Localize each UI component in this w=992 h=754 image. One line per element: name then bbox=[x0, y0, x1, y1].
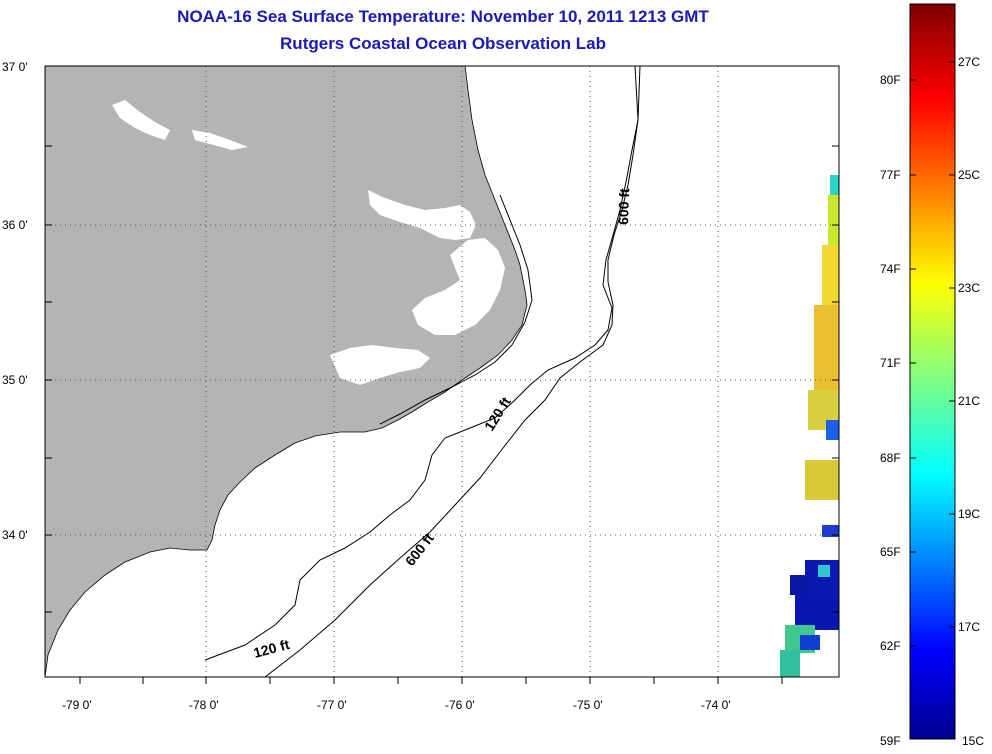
lon-label: -75 0' bbox=[573, 698, 603, 712]
colorbar-c-label: 23C bbox=[958, 281, 981, 295]
lon-label: -78 0' bbox=[189, 698, 219, 712]
colorbar-f-label: 68F bbox=[880, 451, 901, 465]
colorbar-f-label: 71F bbox=[880, 356, 901, 370]
colorbar-ticks bbox=[910, 61, 955, 647]
lat-label: 34 0' bbox=[2, 528, 28, 542]
map-frame bbox=[44, 65, 840, 678]
lon-label: -79 0' bbox=[62, 698, 92, 712]
colorbar-f-label: 59F bbox=[880, 734, 901, 748]
lat-label: 37 0' bbox=[2, 60, 28, 74]
lake bbox=[112, 100, 170, 140]
colorbar-c-label: 27C bbox=[958, 55, 981, 69]
map-title: NOAA-16 Sea Surface Temperature: Novembe… bbox=[177, 7, 709, 26]
colorbar-f-label: 77F bbox=[880, 168, 901, 182]
colorbar-f-label: 62F bbox=[880, 639, 901, 653]
pamlico-sound bbox=[412, 238, 505, 335]
sst-data-swath bbox=[780, 175, 839, 677]
colorbar-c-label: 15C bbox=[962, 734, 985, 748]
contour-120ft bbox=[204, 66, 639, 661]
contour-600ft bbox=[264, 66, 641, 677]
contour-label: 600 ft bbox=[615, 188, 632, 225]
map-subtitle: Rutgers Coastal Ocean Observation Lab bbox=[280, 34, 606, 53]
neuse-river bbox=[330, 345, 430, 385]
lon-label: -74 0' bbox=[701, 698, 731, 712]
lake bbox=[192, 130, 248, 150]
lat-label: 35 0' bbox=[2, 373, 28, 387]
lon-label: -77 0' bbox=[317, 698, 347, 712]
colorbar-c-label: 21C bbox=[958, 394, 981, 408]
colorbar-c-label: 19C bbox=[958, 507, 981, 521]
colorbar-c-label: 25C bbox=[958, 168, 981, 182]
axis-ticks bbox=[45, 145, 839, 684]
albemarle-sound bbox=[368, 190, 476, 240]
lat-label: 36 0' bbox=[2, 218, 28, 232]
graticule bbox=[45, 66, 839, 677]
colorbar bbox=[909, 3, 956, 740]
lon-label: -76 0' bbox=[445, 698, 475, 712]
colorbar-f-label: 80F bbox=[880, 73, 901, 87]
colorbar-f-label: 65F bbox=[880, 545, 901, 559]
colorbar-f-label: 74F bbox=[880, 262, 901, 276]
colorbar-c-label: 17C bbox=[958, 620, 981, 634]
barrier-islands bbox=[379, 194, 533, 425]
